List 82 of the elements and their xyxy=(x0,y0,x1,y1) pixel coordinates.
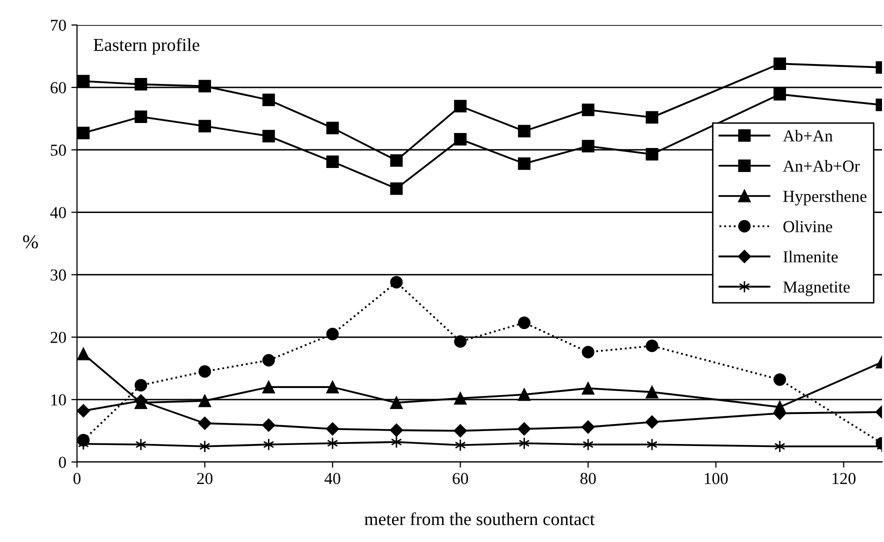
point xyxy=(262,418,276,432)
x-tick-label: 40 xyxy=(324,472,340,484)
y-tick-label: 40 xyxy=(50,206,66,218)
point xyxy=(774,373,786,386)
point xyxy=(582,420,595,434)
legend-label: Olivine xyxy=(783,220,832,232)
point xyxy=(454,438,466,452)
y-tick-label: 50 xyxy=(50,144,66,156)
point xyxy=(77,74,90,88)
point xyxy=(327,437,338,450)
legend-label: Magnetite xyxy=(783,281,850,296)
point xyxy=(646,111,658,124)
point xyxy=(518,316,530,330)
point xyxy=(326,122,339,134)
point xyxy=(135,438,146,451)
point xyxy=(390,424,404,437)
point xyxy=(582,438,594,451)
point xyxy=(326,380,339,394)
point xyxy=(454,132,467,146)
point xyxy=(262,380,275,394)
point xyxy=(582,140,594,152)
point xyxy=(262,354,275,366)
point xyxy=(199,440,210,453)
point xyxy=(518,124,530,138)
text: Eastern profile xyxy=(94,38,200,55)
x-axis-title: meter from the southern contact xyxy=(364,512,595,526)
point xyxy=(134,378,148,392)
point xyxy=(134,78,148,91)
point xyxy=(582,346,594,358)
x-tick-label: 100 xyxy=(704,472,728,484)
x-tick-label: 20 xyxy=(197,472,212,484)
x-tick-label: 80 xyxy=(580,472,596,484)
point xyxy=(198,120,212,132)
point xyxy=(774,88,786,101)
x-tick-label: 0 xyxy=(73,472,81,484)
point xyxy=(390,276,403,288)
y-tick-label: 60 xyxy=(50,82,66,94)
point xyxy=(774,57,786,70)
legend-label: Hypersthene xyxy=(783,190,866,206)
point xyxy=(582,382,594,395)
point xyxy=(198,80,212,92)
point xyxy=(198,365,212,378)
y-tick-label: 30 xyxy=(50,269,66,281)
y-axis-title: % xyxy=(23,235,38,248)
legend-label: Ilmenite xyxy=(783,250,838,262)
point xyxy=(134,110,148,124)
point xyxy=(518,422,531,436)
y-tick-label: 20 xyxy=(50,332,66,344)
point xyxy=(518,388,530,401)
legend-label: An+Ab+Or xyxy=(782,160,860,172)
point xyxy=(454,335,467,348)
point xyxy=(646,340,658,352)
point xyxy=(77,126,90,140)
point xyxy=(582,104,594,116)
point xyxy=(454,424,467,438)
point xyxy=(390,154,403,167)
point xyxy=(262,94,275,106)
point xyxy=(198,394,212,408)
point xyxy=(390,182,403,195)
point xyxy=(263,438,274,451)
point xyxy=(77,404,90,418)
point xyxy=(774,440,786,453)
point xyxy=(454,100,467,112)
y-tick-label: 0 xyxy=(58,456,66,468)
point xyxy=(646,148,658,160)
x-tick-label: 120 xyxy=(832,472,856,484)
point xyxy=(326,328,339,340)
point xyxy=(518,157,530,170)
point xyxy=(198,416,212,430)
y-tick-label: 10 xyxy=(51,394,66,406)
point xyxy=(646,386,658,398)
point xyxy=(645,415,659,429)
point xyxy=(77,348,90,360)
point xyxy=(326,155,339,168)
x-tick-label: 60 xyxy=(452,472,468,484)
point xyxy=(390,396,403,409)
legend-label: Ab+An xyxy=(782,130,833,142)
y-tick-label: 70 xyxy=(51,20,66,31)
point xyxy=(326,422,340,436)
point xyxy=(454,392,467,405)
point xyxy=(518,437,530,450)
point xyxy=(262,130,275,142)
